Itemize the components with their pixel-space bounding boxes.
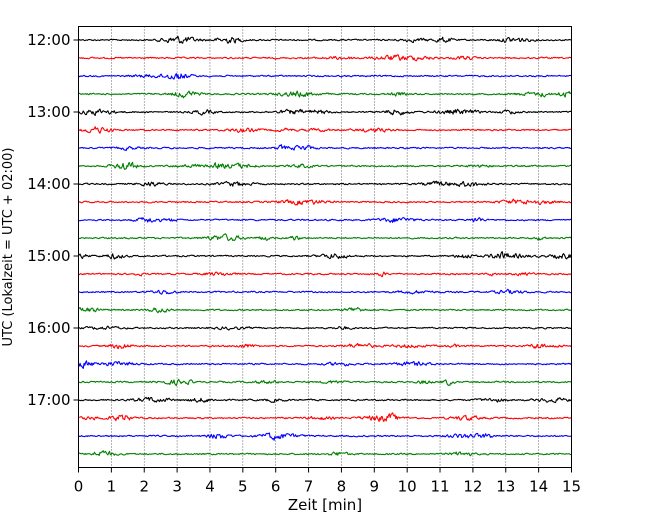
x-tick-label: 8 bbox=[337, 478, 347, 496]
trace-13 bbox=[78, 271, 572, 278]
trace-22 bbox=[78, 432, 572, 441]
trace-18 bbox=[77, 360, 572, 369]
x-axis-label: Zeit [min] bbox=[288, 496, 362, 514]
trace-6 bbox=[78, 144, 572, 152]
x-tick-label: 5 bbox=[238, 478, 248, 496]
y-axis-ticks: 12:00 13:00 14:00 15:00 16:00 17:00 bbox=[27, 31, 79, 409]
trace-3 bbox=[78, 90, 572, 99]
trace-9 bbox=[78, 198, 572, 206]
trace-17 bbox=[78, 342, 572, 350]
y-axis-label: UTC (Lokalzeit = UTC + 02:00) bbox=[1, 148, 16, 347]
trace-2 bbox=[78, 73, 572, 80]
x-tick-label: 4 bbox=[205, 478, 215, 496]
trace-11 bbox=[78, 233, 572, 242]
seismic-traces bbox=[77, 35, 572, 457]
x-tick-label: 6 bbox=[271, 478, 281, 496]
x-tick-label: 13 bbox=[496, 478, 515, 496]
trace-23 bbox=[78, 450, 572, 457]
x-tick-label: 9 bbox=[370, 478, 380, 496]
trace-14 bbox=[78, 288, 572, 295]
x-tick-label: 1 bbox=[107, 478, 117, 496]
y-tick-label: 14:00 bbox=[27, 175, 70, 193]
y-tick-label: 12:00 bbox=[27, 31, 70, 49]
x-tick-label: 15 bbox=[562, 478, 581, 496]
trace-10 bbox=[78, 217, 572, 223]
x-tick-label: 11 bbox=[430, 478, 449, 496]
x-tick-label: 12 bbox=[463, 478, 482, 496]
trace-0 bbox=[78, 35, 572, 44]
trace-1 bbox=[78, 54, 572, 62]
trace-20 bbox=[78, 396, 572, 404]
trace-12 bbox=[78, 251, 572, 260]
x-tick-label: 10 bbox=[398, 478, 417, 496]
trace-16 bbox=[78, 325, 572, 331]
x-tick-label: 0 bbox=[74, 478, 84, 496]
trace-5 bbox=[78, 126, 572, 134]
trace-8 bbox=[78, 180, 572, 187]
x-tick-label: 7 bbox=[304, 478, 314, 496]
x-tick-label: 3 bbox=[172, 478, 182, 496]
y-tick-label: 16:00 bbox=[27, 319, 70, 337]
y-tick-label: 17:00 bbox=[27, 391, 70, 409]
y-tick-label: 13:00 bbox=[27, 103, 70, 121]
y-tick-label: 15:00 bbox=[27, 247, 70, 265]
trace-7 bbox=[78, 161, 572, 170]
trace-21 bbox=[78, 412, 572, 423]
plot-frame bbox=[78, 26, 572, 468]
x-tick-label: 2 bbox=[139, 478, 149, 496]
x-axis-ticks: 0 1 2 3 4 5 6 7 8 9 10 11 12 13 14 15 bbox=[74, 467, 581, 496]
x-tick-label: 14 bbox=[529, 478, 548, 496]
trace-15 bbox=[78, 307, 572, 314]
trace-4 bbox=[78, 108, 572, 116]
trace-19 bbox=[78, 378, 572, 387]
